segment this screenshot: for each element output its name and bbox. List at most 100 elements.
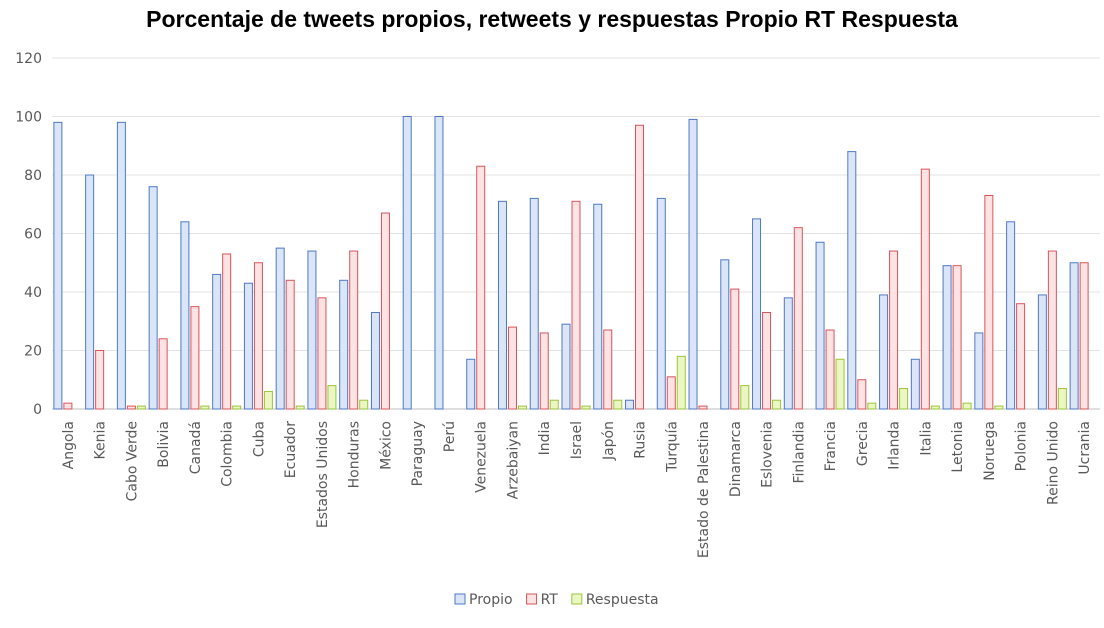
- x-tick-label: Estado de Palestina: [696, 421, 712, 558]
- bar-respuesta-9: [359, 399, 369, 410]
- legend-swatch-rt: [526, 593, 538, 605]
- bar-rt-30: [1016, 303, 1026, 410]
- bar-respuesta-22: [772, 399, 782, 410]
- bar-respuesta-15: [549, 399, 559, 410]
- bars: [53, 116, 1089, 410]
- bar-rt-13: [476, 165, 486, 410]
- bar-propio-21: [720, 259, 730, 410]
- bar-rt-28: [952, 265, 962, 410]
- bar-respuesta-4: [200, 405, 210, 410]
- x-tick-label: Grecia: [855, 421, 871, 466]
- bar-respuesta-17: [613, 399, 623, 410]
- bar-rt-23: [793, 227, 803, 410]
- y-tick-label: 0: [33, 402, 42, 418]
- bar-rt-26: [889, 250, 899, 410]
- bar-propio-9: [339, 279, 349, 410]
- y-axis-ticks: 0 20 40 60 80 100 120: [15, 51, 42, 418]
- bar-rt-24: [825, 329, 835, 410]
- bar-respuesta-24: [835, 358, 845, 410]
- bar-respuesta-2: [136, 405, 146, 410]
- x-tick-label: Francia: [823, 421, 839, 471]
- bar-propio-7: [275, 247, 285, 410]
- bar-propio-31: [1037, 294, 1047, 410]
- bar-rt-15: [539, 332, 549, 410]
- bar-propio-29: [974, 332, 984, 410]
- bar-respuesta-6: [263, 390, 273, 410]
- bar-rt-32: [1079, 262, 1089, 410]
- x-tick-label: Italia: [918, 421, 934, 456]
- bar-propio-2: [116, 121, 126, 410]
- bar-rt-0: [63, 402, 73, 410]
- bar-propio-5: [212, 273, 222, 410]
- bar-rt-9: [349, 250, 359, 410]
- bar-propio-4: [180, 221, 190, 410]
- y-tick-label: 100: [15, 110, 42, 126]
- x-tick-label: México: [378, 421, 394, 470]
- bar-propio-13: [466, 358, 476, 410]
- bar-rt-19: [666, 376, 676, 410]
- bar-rt-16: [571, 200, 581, 410]
- bar-propio-0: [53, 121, 63, 410]
- bar-rt-14: [507, 326, 517, 410]
- legend-label-propio: Propio: [469, 592, 513, 608]
- bar-respuesta-31: [1057, 388, 1067, 410]
- x-tick-label: Honduras: [347, 421, 363, 488]
- x-tick-label: Cuba: [251, 421, 267, 457]
- bar-propio-17: [593, 203, 603, 410]
- bar-rt-6: [253, 262, 263, 410]
- bar-propio-24: [815, 241, 825, 410]
- bar-respuesta-14: [517, 405, 527, 410]
- bar-rt-5: [222, 253, 232, 410]
- x-tick-label: Turquía: [664, 421, 680, 473]
- chart-title: Porcentaje de tweets propios, retweets y…: [146, 6, 958, 32]
- bar-rt-21: [730, 288, 740, 410]
- bar-propio-11: [402, 116, 412, 410]
- x-tick-label: Japón: [601, 421, 617, 461]
- bar-propio-32: [1069, 262, 1079, 410]
- bar-propio-22: [752, 218, 762, 410]
- bar-rt-3: [158, 338, 168, 410]
- bar-propio-23: [783, 297, 793, 410]
- x-tick-label: Paraguay: [410, 421, 426, 486]
- legend-swatch-propio: [454, 593, 466, 605]
- bar-rt-1: [95, 350, 105, 410]
- x-tick-label: Finlandia: [791, 421, 807, 484]
- bar-respuesta-29: [994, 405, 1004, 410]
- bar-propio-1: [85, 174, 95, 410]
- bar-respuesta-26: [899, 388, 909, 410]
- legend: Propio RT Respuesta: [454, 592, 659, 608]
- bar-propio-12: [434, 116, 444, 410]
- bar-propio-18: [625, 399, 635, 410]
- bar-propio-28: [942, 265, 952, 410]
- bar-rt-25: [857, 379, 867, 410]
- x-tick-label: Ucrania: [1077, 421, 1093, 475]
- x-tick-label: Arzebaiyan: [505, 421, 521, 499]
- bar-propio-19: [656, 197, 666, 410]
- x-tick-label: India: [537, 421, 553, 455]
- bar-rt-7: [285, 279, 295, 410]
- bar-respuesta-27: [930, 405, 940, 410]
- bar-rt-31: [1047, 250, 1057, 410]
- legend-label-rt: RT: [541, 592, 559, 608]
- x-tick-label: Colombia: [220, 421, 236, 487]
- bar-rt-10: [380, 212, 390, 410]
- bar-rt-18: [635, 124, 645, 410]
- bar-respuesta-19: [676, 355, 686, 410]
- bar-propio-16: [561, 323, 571, 410]
- x-tick-label: Dinamarca: [728, 421, 744, 497]
- x-tick-label: Israel: [569, 421, 585, 459]
- bar-respuesta-16: [581, 405, 591, 410]
- x-axis-ticks: Angola Kenia Cabo Verde Bolivia Canadá Colomb…: [61, 421, 1093, 558]
- bar-rt-2: [126, 405, 136, 410]
- legend-label-respuesta: Respuesta: [586, 592, 659, 608]
- bar-propio-25: [847, 151, 857, 410]
- bar-rt-4: [190, 306, 200, 410]
- bar-rt-29: [984, 194, 994, 410]
- bar-rt-27: [920, 168, 930, 410]
- x-tick-label: Venezuela: [474, 421, 490, 493]
- y-tick-label: 120: [15, 51, 42, 67]
- bar-propio-3: [148, 186, 158, 410]
- x-tick-label: Bolivia: [156, 421, 172, 468]
- x-tick-label: Rusia: [633, 421, 649, 459]
